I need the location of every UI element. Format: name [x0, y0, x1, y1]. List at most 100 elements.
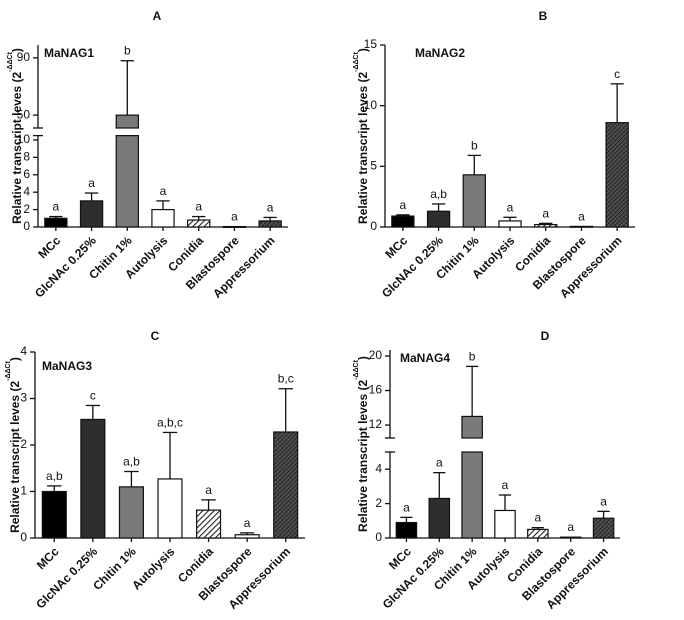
y-tick-label: 1 [20, 484, 27, 498]
bar [592, 517, 615, 539]
significance-label: a [403, 500, 410, 514]
significance-label: a [53, 200, 60, 214]
y-axis-label-sup: -ΔΔCt [353, 359, 360, 379]
significance-label: a [535, 511, 542, 525]
bar [494, 509, 516, 539]
significance-label: a [400, 198, 407, 212]
y-tick-label: 8 [23, 150, 30, 164]
significance-label: a,b,c [157, 415, 183, 429]
y-axis-label: Relative transcript leves (2-ΔΔCt) [7, 48, 24, 224]
panel-title: MaNAG3 [42, 359, 92, 373]
significance-label: a [502, 478, 509, 492]
bar [115, 114, 139, 129]
y-axis-label: Relative transcript leves (2-ΔΔCt) [353, 356, 370, 532]
y-tick-label: 0 [375, 530, 382, 544]
panel-label: C [151, 329, 160, 343]
y-axis-label-sup: -ΔΔCt [5, 360, 12, 380]
significance-label: a [231, 210, 238, 224]
y-axis-label-text: Relative transcript leves (2 [356, 72, 370, 224]
x-tick-label: MCc [34, 544, 62, 572]
bar [41, 490, 67, 539]
bar [559, 536, 582, 539]
x-tick-label: MCc [386, 544, 414, 572]
y-tick-label: 4 [23, 184, 30, 198]
significance-label: a,b [123, 455, 140, 469]
y-tick-label: 0 [370, 219, 377, 233]
bar [115, 135, 139, 228]
bar [196, 509, 222, 539]
x-tick-label: GlcNAc 0.25% [32, 233, 99, 300]
y-axis-label-text: Relative transcript leves (2 [356, 380, 370, 532]
x-tick-label: Autolysis [129, 544, 177, 592]
bar [44, 217, 68, 228]
y-tick-label: 6 [23, 167, 30, 181]
bar [80, 418, 106, 539]
significance-label: a,b [46, 469, 63, 483]
x-tick-label: Appressorium [557, 233, 624, 300]
bar [157, 478, 183, 539]
panel-title: MaNAG1 [44, 46, 94, 60]
significance-label: a [195, 200, 202, 214]
bar [426, 210, 451, 228]
y-tick-label: 3 [20, 391, 27, 405]
significance-label: a [507, 200, 514, 214]
y-axis-label-text: Relative transcript leves (2 [8, 381, 22, 533]
y-tick-label: 2 [23, 202, 30, 216]
significance-label: a [436, 456, 443, 470]
panel-title: MaNAG2 [415, 46, 465, 60]
panel-label: A [153, 9, 162, 23]
bar [428, 497, 451, 539]
y-tick-label: 0 [23, 219, 30, 233]
significance-label: c [90, 388, 96, 402]
significance-label: a [600, 494, 607, 508]
y-axis-label-end: ) [8, 357, 22, 361]
significance-label: a [267, 200, 274, 214]
significance-label: b [469, 349, 476, 363]
y-tick-label: 10 [17, 132, 31, 146]
bar [461, 451, 483, 539]
bar [461, 415, 483, 439]
bar [234, 534, 260, 539]
bar [118, 486, 144, 539]
x-tick-label: MCc [35, 233, 63, 261]
y-tick-label: 16 [369, 383, 383, 397]
y-axis-label-text: Relative transcript leves (2 [10, 72, 24, 224]
y-axis-label-sup: -ΔΔCt [7, 51, 14, 71]
y-axis-label-end: ) [356, 48, 370, 52]
y-tick-label: 12 [369, 417, 383, 431]
significance-label: a,b [430, 187, 447, 201]
bar [569, 225, 594, 228]
significance-label: a [244, 516, 251, 530]
panel-title: MaNAG4 [400, 351, 450, 365]
y-tick-label: 90 [17, 50, 31, 64]
bar [527, 528, 549, 539]
y-axis-label: Relative transcript leves (2-ΔΔCt) [353, 48, 370, 224]
bar [534, 223, 558, 228]
y-tick-label: 0 [20, 530, 27, 544]
y-tick-label: 20 [369, 348, 383, 362]
y-tick-label: 2 [20, 437, 27, 451]
y-tick-label: 2 [375, 496, 382, 510]
bar [187, 219, 211, 228]
significance-label: a [578, 209, 585, 223]
bar [151, 208, 175, 228]
bar [462, 174, 486, 228]
panel-label: D [541, 329, 550, 343]
bar [605, 122, 629, 228]
panel-label: B [539, 9, 548, 23]
x-tick-label: GlcNAc 0.25% [379, 233, 446, 300]
y-axis-label-end: ) [356, 356, 370, 360]
bar [79, 200, 104, 228]
y-tick-label: 50 [17, 107, 31, 121]
significance-label: b [471, 138, 478, 152]
significance-label: b,c [278, 372, 294, 386]
significance-label: a [542, 206, 549, 220]
significance-label: a [205, 483, 212, 497]
y-axis-label-end: ) [10, 48, 24, 52]
bar [395, 521, 418, 539]
bar [498, 220, 522, 228]
y-tick-label: 4 [20, 344, 27, 358]
significance-label: a [567, 520, 574, 534]
y-axis-label-sup: -ΔΔCt [353, 51, 360, 71]
